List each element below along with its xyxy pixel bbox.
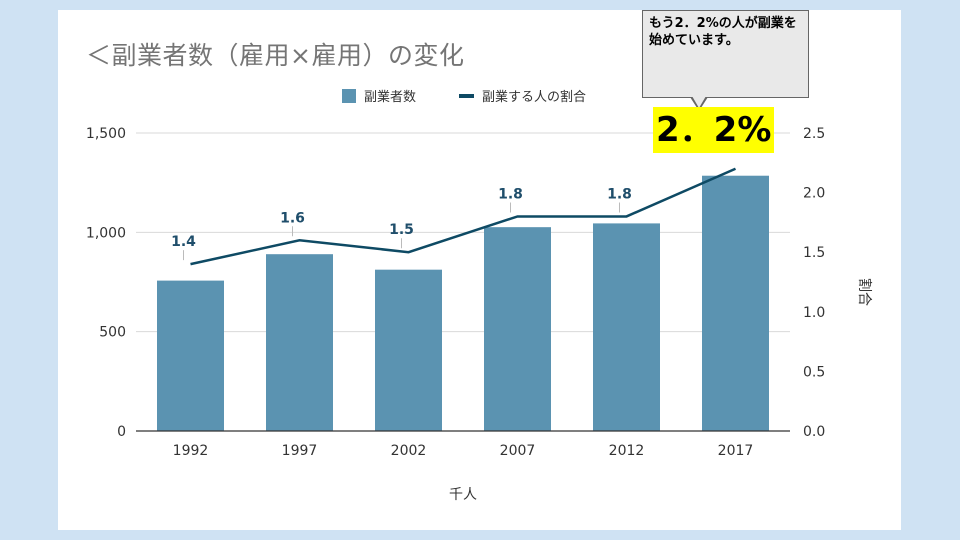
data-label: 1.4 <box>171 234 196 250</box>
callout-tail-fill <box>692 96 706 108</box>
y-right-tick-label: 0.5 <box>803 364 825 380</box>
data-label: 1.8 <box>498 186 523 202</box>
bar <box>484 227 551 431</box>
y-left-tick-label: 1,500 <box>86 126 126 142</box>
x-tick-label: 2017 <box>718 443 754 459</box>
bar <box>702 175 769 431</box>
data-label: 1.8 <box>607 186 632 202</box>
bar <box>593 223 660 431</box>
callout-box: もう2．2%の人が副業を始めています。 <box>642 10 809 98</box>
legend-label-line: 副業する人の割合 <box>482 89 586 105</box>
bar <box>266 254 333 431</box>
y-right-tick-label: 0.0 <box>803 424 825 440</box>
x-tick-label: 1997 <box>282 443 318 459</box>
x-tick-label: 2007 <box>500 443 536 459</box>
data-label: 1.6 <box>280 210 305 226</box>
y-left-tick-label: 1,000 <box>86 225 126 241</box>
legend-label-bar: 副業者数 <box>364 89 416 105</box>
y-left-tick-label: 0 <box>117 424 126 440</box>
y-right-axis-title: 割合 <box>856 278 873 306</box>
x-tick-label: 2002 <box>391 443 427 459</box>
page-title: ＜副業者数（雇用×雇用）の変化 <box>86 41 465 70</box>
legend-swatch-line <box>459 94 474 98</box>
highlight-percentage: 2．2% <box>653 107 775 153</box>
y-right-tick-label: 1.0 <box>803 305 825 321</box>
line-series-ratio <box>190 167 737 266</box>
bar <box>375 269 442 431</box>
x-tick-label: 1992 <box>173 443 209 459</box>
legend-swatch-bar <box>342 89 356 103</box>
y-right-tick-label: 2.5 <box>803 126 825 142</box>
data-label: 1.5 <box>389 222 414 238</box>
y-right-tick-label: 1.5 <box>803 245 825 261</box>
x-axis-title: 千人 <box>449 487 477 503</box>
y-right-tick-label: 2.0 <box>803 186 825 202</box>
bar <box>157 280 224 431</box>
x-tick-label: 2012 <box>609 443 645 459</box>
y-left-tick-label: 500 <box>99 325 126 341</box>
